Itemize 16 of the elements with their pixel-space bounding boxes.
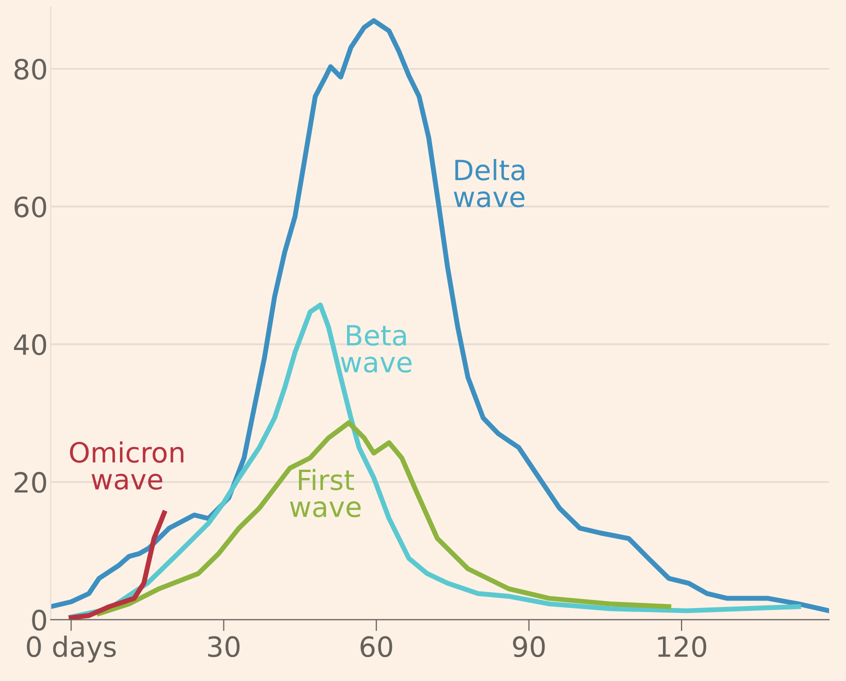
x-tick-label: 0 days bbox=[26, 636, 116, 663]
line-series bbox=[68, 510, 167, 620]
x-tick-label: 120 bbox=[658, 636, 706, 658]
y-tick-label: 0 bbox=[32, 610, 46, 631]
series-label: First wave bbox=[290, 468, 361, 518]
series-label: Omicron wave bbox=[70, 441, 184, 490]
y-tick-label: 60 bbox=[14, 196, 46, 218]
series-label: Delta wave bbox=[454, 158, 524, 208]
x-tick-label: 30 bbox=[208, 636, 240, 658]
series-label: Beta wave bbox=[340, 325, 412, 373]
y-tick-label: 40 bbox=[14, 334, 46, 356]
y-tick-label: 20 bbox=[14, 472, 46, 493]
x-tick-label: 90 bbox=[513, 636, 545, 658]
line-series bbox=[50, 18, 830, 614]
y-tick-label: 80 bbox=[14, 58, 46, 80]
x-tick-label: 60 bbox=[360, 636, 392, 658]
